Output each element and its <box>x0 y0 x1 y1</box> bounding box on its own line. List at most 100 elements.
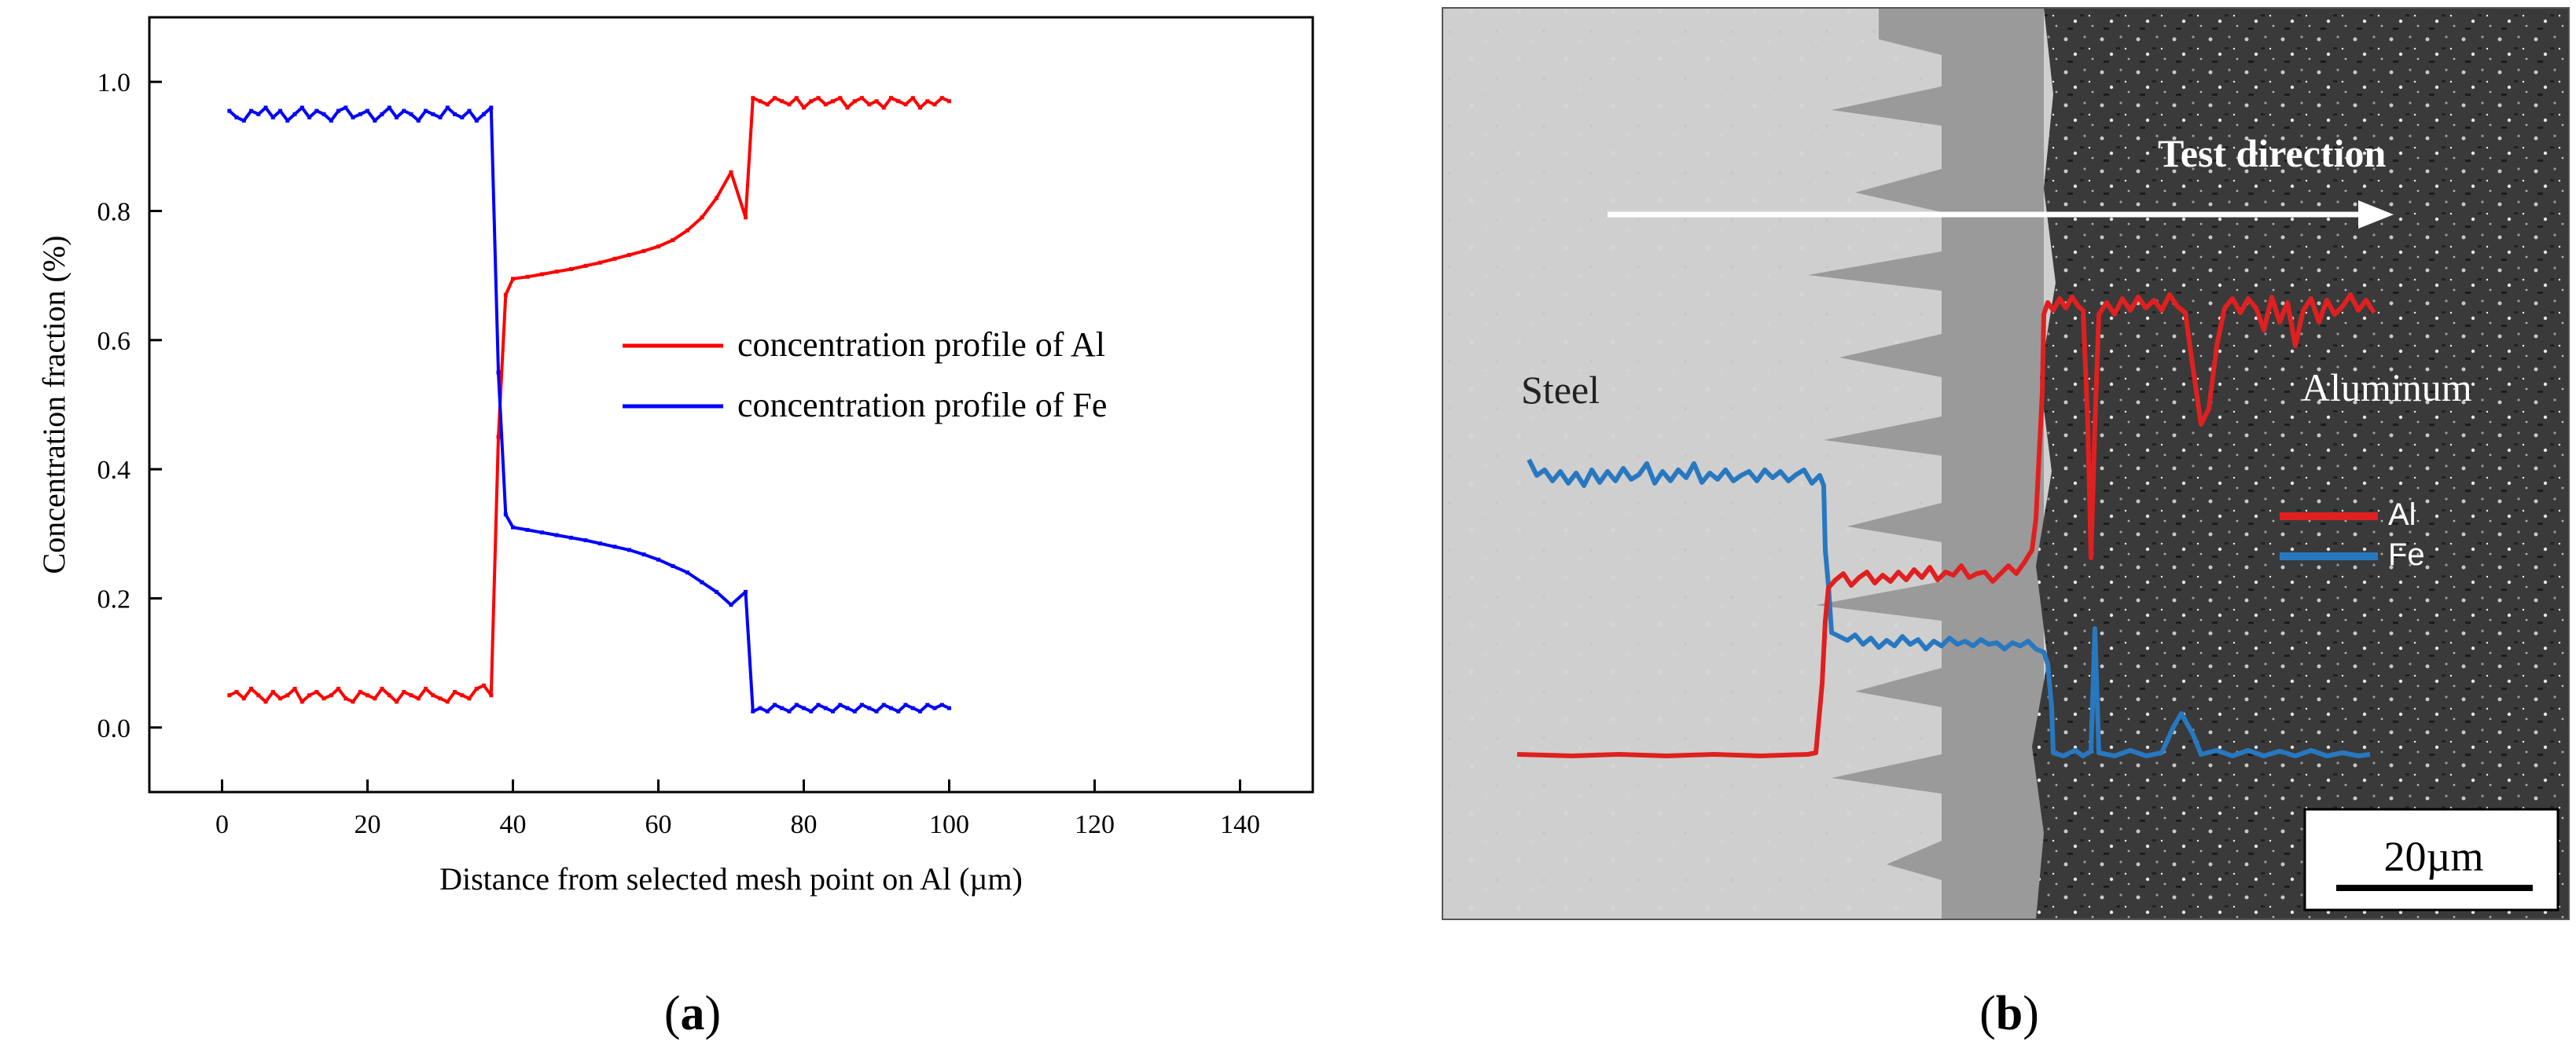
data-point-fe <box>700 580 704 585</box>
data-point-al <box>816 96 821 101</box>
data-point-fe <box>489 105 494 110</box>
data-point-fe <box>751 709 755 713</box>
data-point-al <box>903 102 908 107</box>
data-point-fe <box>431 112 435 116</box>
data-point-al <box>438 696 443 701</box>
data-point-al <box>299 699 304 704</box>
data-point-fe <box>453 112 457 116</box>
data-point-al <box>751 96 755 101</box>
data-point-fe <box>460 115 465 119</box>
data-point-fe <box>932 706 937 710</box>
data-point-fe <box>249 108 253 113</box>
data-point-fe <box>641 552 646 557</box>
data-point-fe <box>554 533 559 537</box>
data-point-al <box>569 267 573 271</box>
data-point-fe <box>292 112 297 116</box>
data-point-al <box>947 99 951 104</box>
data-point-fe <box>838 702 843 707</box>
data-point-fe <box>227 108 232 113</box>
data-point-fe <box>373 119 377 123</box>
x-ticks: 0 20 40 60 80 100 120 140 <box>215 779 1260 839</box>
data-point-al <box>823 102 828 107</box>
y-ticks: 0.0 0.2 0.4 0.6 0.8 1.0 <box>97 68 162 743</box>
data-point-al <box>322 696 326 701</box>
data-point-fe <box>496 370 501 375</box>
data-point-al <box>467 696 472 701</box>
data-point-fe <box>773 702 777 707</box>
data-point-al <box>460 693 465 698</box>
data-point-fe <box>715 589 718 594</box>
x-tick-label: 140 <box>1220 810 1260 839</box>
data-point-fe <box>918 709 922 713</box>
data-point-al <box>794 96 799 101</box>
data-point-al <box>387 693 391 698</box>
x-tick-label: 120 <box>1075 810 1115 839</box>
data-point-fe <box>299 105 304 110</box>
data-point-fe <box>285 119 290 123</box>
data-point-fe <box>823 706 828 710</box>
data-point-al <box>489 693 494 698</box>
data-point-al <box>540 272 544 277</box>
data-point-fe <box>910 706 915 710</box>
scale-bar-box <box>2303 808 2559 911</box>
data-point-fe <box>896 709 901 713</box>
data-point-al <box>627 252 631 257</box>
data-point-fe <box>794 702 799 707</box>
aluminum-label: Aluminum <box>2302 365 2472 409</box>
x-tick-label: 20 <box>355 810 381 839</box>
data-point-fe <box>409 112 413 116</box>
data-point-al <box>773 96 777 101</box>
y-tick-label: 0.8 <box>97 198 131 227</box>
data-point-al <box>351 699 355 704</box>
panel-b-micrograph: Test direction Steel Aluminum Al Fe 20µm <box>1442 8 2569 919</box>
data-point-al <box>874 99 879 104</box>
data-point-fe <box>685 570 689 575</box>
data-point-al <box>285 693 290 698</box>
data-point-al <box>402 690 406 695</box>
data-point-al <box>889 96 893 101</box>
data-point-al <box>809 99 814 104</box>
data-point-fe <box>395 115 399 119</box>
data-point-fe <box>241 119 246 123</box>
legend-label-al: concentration profile of Al <box>737 325 1105 364</box>
data-point-fe <box>329 119 333 123</box>
data-point-al <box>860 96 864 101</box>
arrow-head <box>2358 200 2394 229</box>
steel-label: Steel <box>1521 368 1600 412</box>
data-point-al <box>671 238 675 242</box>
data-point-al <box>474 687 479 691</box>
data-point-al <box>583 263 588 268</box>
x-axis-label: Distance from selected mesh point on Al … <box>439 861 1023 897</box>
data-point-fe <box>314 108 319 113</box>
data-point-al <box>758 99 763 104</box>
data-point-al <box>241 696 246 701</box>
data-point-fe <box>380 112 384 116</box>
data-point-al <box>939 96 944 101</box>
data-point-al <box>395 699 399 704</box>
data-point-al <box>358 690 362 695</box>
data-point-fe <box>809 709 814 713</box>
data-point-al <box>525 274 530 279</box>
al-line-scan <box>1516 292 2376 758</box>
caption-a: (a) <box>664 987 721 1040</box>
data-point-fe <box>925 702 930 707</box>
data-point-al <box>765 102 770 107</box>
data-point-al <box>896 99 901 104</box>
data-point-al <box>278 696 282 701</box>
data-point-fe <box>831 709 835 713</box>
data-point-fe <box>867 706 872 710</box>
data-point-al <box>598 260 602 265</box>
data-point-fe <box>765 709 770 713</box>
scale-bar-label: 20µm <box>2383 833 2483 880</box>
data-point-fe <box>939 702 944 707</box>
data-point-fe <box>583 538 588 543</box>
data-point-fe <box>503 512 508 517</box>
data-point-fe <box>780 706 785 710</box>
intermetallic-layer <box>1808 8 2044 919</box>
data-point-fe <box>656 557 660 562</box>
data-point-al <box>744 215 748 220</box>
data-point-al <box>787 102 792 107</box>
data-point-fe <box>860 702 864 707</box>
data-point-al <box>685 228 689 233</box>
